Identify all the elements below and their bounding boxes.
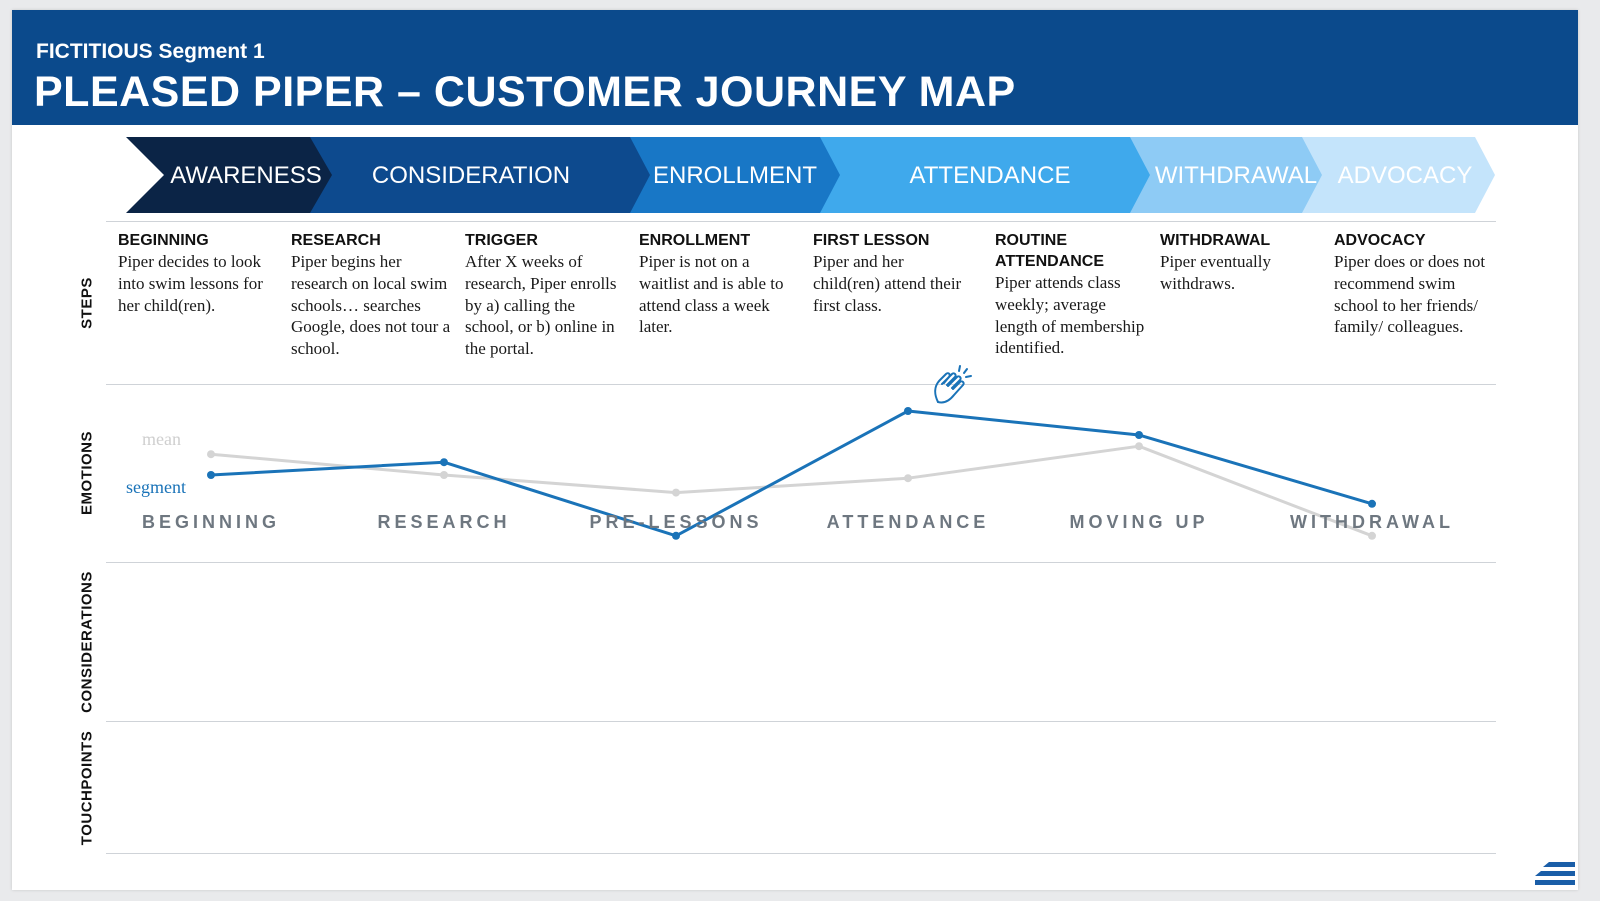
chevron-enrollment	[600, 137, 840, 213]
row-label-touchpoints: TOUCHPOINTS	[78, 730, 96, 846]
point-segment-1	[440, 458, 448, 467]
category-label-0: BEGINNING	[142, 512, 280, 532]
divider-steps	[106, 384, 1496, 385]
category-label-1: RESEARCH	[377, 512, 510, 532]
stage-label-consideration: CONSIDERATION	[371, 162, 571, 189]
point-segment-2	[672, 531, 680, 540]
divider-considerations	[106, 721, 1496, 722]
stage-label-enrollment: ENROLLMENT	[652, 162, 818, 189]
corner-logo-mark	[1535, 862, 1575, 885]
series-line-segment	[210, 409, 1373, 538]
point-mean-2	[672, 488, 680, 497]
step-advocacy: ADVOCACY Piper does or does not recommen…	[1334, 230, 1494, 338]
chevron-consideration	[285, 137, 650, 213]
step-trigger: TRIGGER After X weeks of research, Piper…	[465, 230, 625, 360]
step-first-lesson: FIRST LESSON Piper and her child(ren) at…	[813, 230, 973, 316]
stage-label-advocacy: ADVOCACY	[1337, 162, 1473, 189]
step-text: Piper decides to look into swim lessons …	[118, 252, 263, 315]
point-segment-4	[1135, 431, 1143, 439]
divider-top	[106, 221, 1496, 222]
step-withdrawal: WITHDRAWAL Piper eventually withdraws.	[1160, 230, 1320, 295]
step-beginning: BEGINNING Piper decides to look into swi…	[118, 230, 278, 316]
point-mean-4	[1135, 442, 1143, 451]
point-mean-0	[207, 450, 215, 459]
step-text: Piper eventually withdraws.	[1160, 252, 1271, 293]
chevron-withdrawal	[1103, 137, 1322, 213]
point-segment-5	[1368, 499, 1376, 508]
step-heading: BEGINNING	[118, 232, 209, 249]
divider-touchpoints	[106, 853, 1496, 854]
step-enrollment: ENROLLMENT Piper is not on a waitlist an…	[639, 230, 799, 338]
point-segment-0	[207, 471, 215, 479]
point-mean-1	[440, 471, 448, 479]
chevron-awareness	[126, 137, 332, 213]
stage-label-attendance: ATTENDANCE	[909, 162, 1071, 189]
emotions-chart: BEGINNING RESEARCH PRE-LESSONS ATTENDANCE MO…	[126, 407, 1454, 540]
step-text: Piper begins her research on local swim …	[291, 252, 451, 359]
chevron-attendance	[812, 137, 1150, 213]
category-label-3: ATTENDANCE	[827, 512, 990, 532]
step-heading: WITHDRAWAL	[1160, 232, 1271, 249]
chevron-advocacy	[1265, 137, 1495, 213]
step-heading: TRIGGER	[465, 232, 538, 249]
point-segment-3	[904, 407, 912, 415]
step-text: After X weeks of research, Piper enrolls…	[465, 252, 617, 359]
point-mean-3	[904, 474, 912, 483]
legend-mean: mean	[142, 429, 181, 449]
clapping-hands-icon	[934, 365, 972, 404]
page-title: PLEASED PIPER – CUSTOMER JOURNEY MAP	[34, 68, 1016, 116]
step-routine-attendance: ROUTINE ATTENDANCE Piper attends class w…	[995, 230, 1145, 359]
step-text: Piper does or does not recommend swim sc…	[1334, 252, 1486, 337]
category-label-5: WITHDRAWAL	[1290, 512, 1454, 532]
step-text: Piper and her child(ren) attend their fi…	[813, 252, 962, 315]
header-supertitle: FICTITIOUS Segment 1	[36, 40, 265, 63]
stage-chevron-bar	[126, 137, 1495, 213]
step-heading: RESEARCH	[291, 232, 381, 249]
step-heading: ROUTINE ATTENDANCE	[995, 232, 1105, 270]
category-label-4: MOVING UP	[1069, 512, 1208, 532]
stage-label-withdrawal: WITHDRAWAL	[1154, 162, 1318, 189]
series-line-mean	[210, 444, 1373, 538]
step-research: RESEARCH Piper begins her research on lo…	[291, 230, 451, 360]
category-label-2: PRE-LESSONS	[589, 512, 762, 532]
point-mean-5	[1368, 531, 1376, 540]
stage-label-awareness: AWARENESS	[170, 162, 322, 189]
step-heading: ENROLLMENT	[639, 232, 751, 249]
legend-segment: segment	[126, 477, 186, 497]
step-text: Piper is not on a waitlist and is able t…	[639, 252, 784, 337]
step-text: Piper attends class weekly; average leng…	[995, 273, 1145, 358]
step-heading: ADVOCACY	[1334, 232, 1426, 249]
divider-emotions	[106, 562, 1496, 563]
header-banner: FICTITIOUS Segment 1 PLEASED PIPER – CUS…	[12, 10, 1578, 125]
step-heading: FIRST LESSON	[813, 232, 930, 249]
